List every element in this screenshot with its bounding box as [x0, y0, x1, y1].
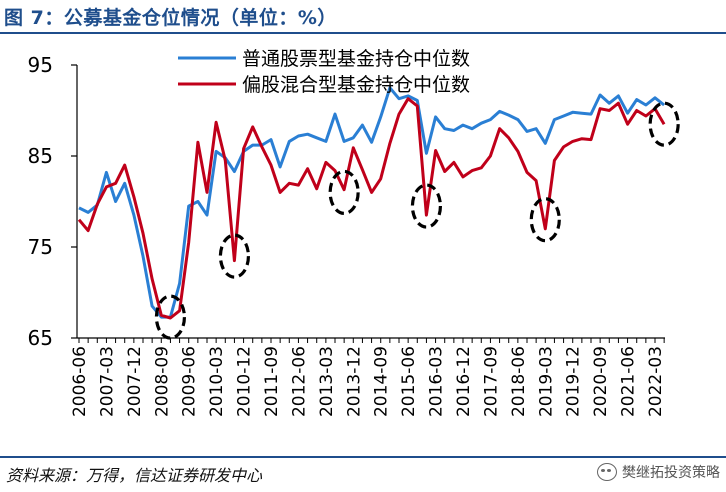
- y-tick-label: 75: [28, 235, 53, 259]
- x-tick-label: 2016-03: [427, 346, 447, 417]
- series-line-stock-fund: [78, 86, 666, 319]
- dashed-circle-marker: [648, 101, 680, 147]
- dashed-circle-marker: [154, 294, 187, 340]
- x-tick-label: 2019-12: [564, 346, 584, 417]
- dashed-circle-marker: [529, 197, 561, 243]
- x-tick-label: 2015-06: [399, 346, 419, 417]
- figure-title: 图 7：公募基金仓位情况（单位：%）: [4, 6, 337, 29]
- dashed-circle-marker: [328, 169, 360, 215]
- x-tick-label: 2011-09: [262, 346, 282, 417]
- x-tick-label: 2007-03: [97, 346, 117, 417]
- x-tick-label: 2013-12: [344, 346, 364, 417]
- x-tick-label: 2022-03: [646, 346, 666, 417]
- y-tick-label: 85: [28, 144, 53, 168]
- legend-label-stock-fund: 普通股票型基金持仓中位数: [242, 48, 470, 70]
- x-tick-label: 2014-09: [372, 346, 392, 417]
- series-layer: [77, 86, 666, 320]
- x-tick-label: 2009-06: [180, 346, 200, 417]
- figure-title-row: 图 7：公募基金仓位情况（单位：%）: [4, 2, 337, 30]
- annotation-layer: [154, 101, 680, 340]
- position-line-chart: 65 75 85 95 2006-06 2007-03 2007-12 2008-09 2009…: [28, 48, 680, 417]
- x-tick-label: 2016-12: [454, 346, 474, 417]
- x-tick-label: 2019-03: [536, 346, 556, 417]
- x-tick-label: 2012-06: [289, 346, 309, 417]
- x-tick-label: 2010-12: [235, 346, 255, 417]
- footer-divider: [0, 456, 726, 458]
- legend-label-hybrid-fund: 偏股混合型基金持仓中位数: [242, 74, 470, 96]
- x-tick-label: 2010-03: [207, 346, 227, 417]
- chart-axes: 65 75 85 95 2006-06 2007-03 2007-12 2008-09 2009…: [28, 53, 666, 417]
- title-divider: [0, 32, 726, 34]
- wechat-icon: [597, 463, 617, 481]
- x-tick-label: 2013-03: [317, 346, 337, 417]
- source-note: 资料来源：万得，信达证券研发中心: [6, 466, 263, 485]
- x-tick-label: 2008-09: [152, 346, 172, 417]
- x-tick-label: 2018-06: [509, 346, 529, 417]
- x-tick-label: 2020-09: [591, 346, 611, 417]
- x-tick-label: 2021-06: [619, 346, 639, 417]
- x-tick-label: 2017-09: [481, 346, 501, 417]
- watermark-text: 樊继拓投资策略: [622, 465, 720, 481]
- dashed-circle-marker: [410, 183, 443, 229]
- series-line-hybrid-fund: [77, 97, 666, 320]
- x-tick-label: 2007-12: [125, 346, 145, 417]
- y-tick-label: 65: [28, 326, 53, 350]
- x-tick-label: 2006-06: [70, 346, 90, 417]
- y-tick-label: 95: [28, 53, 53, 77]
- dashed-circle-marker: [218, 233, 251, 279]
- watermark: 樊继拓投资策略: [597, 462, 720, 482]
